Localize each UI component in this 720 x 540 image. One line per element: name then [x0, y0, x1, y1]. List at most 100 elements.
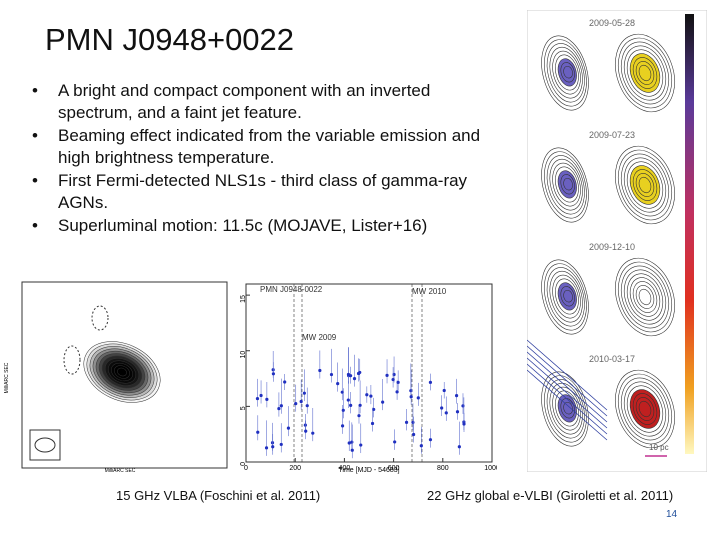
x-tick-label: 600 [388, 465, 400, 472]
epoch-label: 2009-05-28 [589, 18, 635, 28]
point [370, 421, 375, 426]
point [409, 395, 413, 399]
contour [544, 39, 587, 107]
contour [541, 35, 589, 111]
point [395, 390, 399, 394]
contour [638, 400, 652, 418]
contour [555, 278, 579, 315]
jet-line [527, 351, 608, 423]
point [259, 393, 263, 398]
point [442, 388, 446, 393]
point [428, 380, 433, 384]
point [416, 396, 420, 400]
contour [618, 261, 672, 333]
contour [91, 305, 109, 331]
contour [546, 379, 585, 439]
light-curve: PMN J0948-0022 MW 2009 MW 2010 Time [MJD… [240, 283, 497, 474]
contour [623, 381, 667, 437]
y-tick-label: 0 [240, 462, 247, 466]
point [271, 445, 275, 449]
contour [623, 45, 667, 101]
point [256, 430, 260, 434]
contour [615, 33, 675, 113]
point [409, 389, 413, 393]
point [381, 400, 385, 404]
point [359, 443, 363, 447]
campaign-label: MW 2009 [302, 333, 337, 342]
point [440, 406, 444, 410]
point [428, 438, 433, 442]
y-tick-label: 5 [240, 406, 247, 410]
point [277, 407, 281, 411]
point [340, 424, 345, 428]
point [311, 431, 315, 435]
jet-line [527, 345, 608, 417]
point [329, 372, 334, 377]
contour [618, 37, 672, 109]
point [396, 380, 400, 384]
contour [63, 345, 81, 375]
caption: 22 GHz global e-VLBI (Giroletti et al. 2… [427, 488, 674, 503]
x-tick-label: 0 [244, 465, 248, 472]
point [350, 440, 354, 444]
contour [552, 274, 581, 319]
point [404, 420, 409, 424]
page-number: 14 [666, 509, 678, 520]
point [454, 394, 459, 398]
jet-line [527, 369, 608, 441]
contour [638, 176, 652, 194]
x-tick-label: 800 [437, 465, 449, 472]
x-axis-label: Time [MJD - 54683] [338, 467, 399, 474]
contour [618, 373, 672, 445]
jet-line [527, 357, 608, 429]
point [346, 372, 351, 377]
evlbi-figure: 2009-05-28 2009-07-23 2009-12-10 2010-03-17… [527, 10, 707, 472]
contour [541, 259, 589, 335]
contour [552, 50, 581, 95]
epoch-label: 2009-12-10 [589, 242, 635, 252]
point [391, 377, 395, 382]
point [385, 373, 389, 377]
point [462, 422, 466, 426]
vlba-figure: MilliARC SEC MilliARC SEC [4, 281, 228, 474]
contour [555, 166, 579, 203]
contour [563, 289, 573, 303]
contour [563, 177, 573, 191]
point [264, 446, 269, 450]
contour [618, 149, 672, 221]
point [265, 397, 269, 401]
contour [620, 377, 670, 441]
point [294, 402, 298, 406]
point [349, 403, 353, 407]
contour [615, 257, 675, 337]
x-axis-label: MilliARC SEC [105, 468, 136, 474]
bullet-list: A bright and compact component with an i… [30, 80, 500, 238]
bullet: A bright and compact component with an i… [30, 80, 500, 124]
point [369, 394, 373, 398]
contour [546, 155, 585, 215]
contour [555, 390, 579, 427]
contour [620, 265, 670, 329]
bullet: Beaming effect indicated from the variab… [30, 125, 500, 169]
contour [546, 267, 585, 327]
contour [549, 158, 583, 211]
contour [549, 382, 583, 435]
contour [552, 162, 581, 207]
point [457, 445, 461, 449]
contour [626, 49, 664, 97]
campaign-label: MW 2010 [412, 287, 447, 296]
contour [623, 157, 667, 213]
point [356, 371, 361, 376]
contour [563, 401, 573, 415]
contour [563, 65, 573, 79]
point [358, 403, 362, 407]
contour [549, 46, 583, 99]
point [304, 429, 308, 433]
contour [615, 145, 675, 225]
figure-frame [527, 10, 707, 472]
point [279, 404, 283, 408]
point [318, 368, 322, 373]
contour [620, 153, 670, 217]
point [350, 448, 354, 452]
